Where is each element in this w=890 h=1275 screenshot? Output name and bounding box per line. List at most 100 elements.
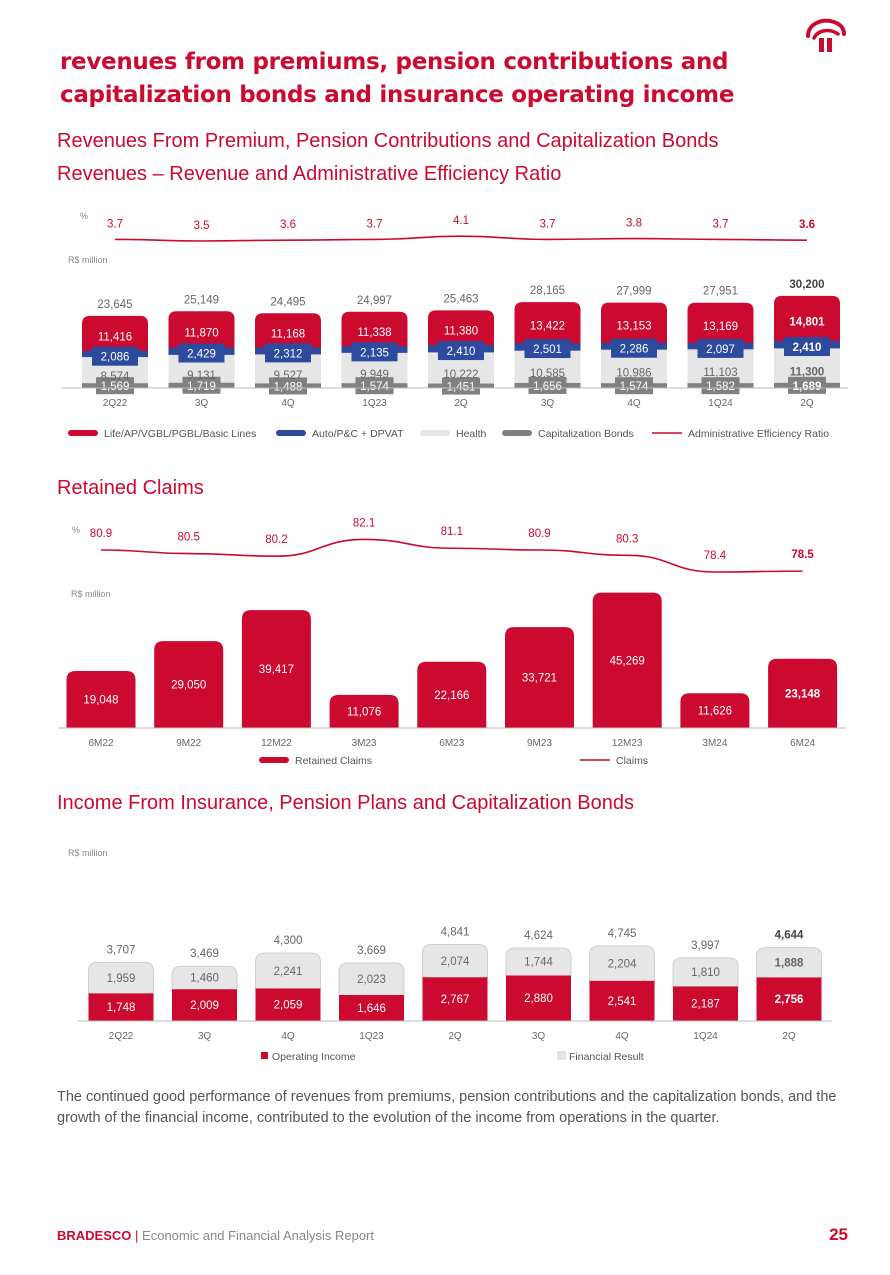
category-label: 6M23: [439, 738, 464, 749]
capitalization-label-box: [701, 377, 740, 395]
category-label: 2Q: [782, 1031, 796, 1042]
capitalization-label-box: [442, 377, 480, 395]
claims-ratio-label: 82.1: [353, 517, 375, 529]
operating-income-bar: [673, 986, 738, 1021]
legend-label: Life/AP/VGBL/PGBL/Basic Lines: [104, 428, 256, 440]
financial-result-value: 1,810: [691, 967, 720, 979]
legend-swatch: [557, 1051, 566, 1060]
total-value: 4,624: [524, 930, 553, 942]
health-value: 9,131: [187, 370, 216, 382]
operating-income-value: 2,880: [524, 993, 553, 1005]
category-label: 1Q23: [362, 398, 387, 409]
retained-claims-bar: [329, 694, 399, 728]
auto-label-box: [92, 346, 138, 366]
efficiency-ratio-label: 3.7: [540, 218, 556, 230]
capitalization-value: 1,689: [793, 381, 822, 393]
capitalization-label-box: [182, 376, 221, 394]
capitalization-label-box: [269, 377, 307, 395]
legend-label: Financial Result: [569, 1051, 644, 1063]
pct-axis-label: %: [80, 211, 88, 221]
category-label: 1Q24: [708, 398, 733, 409]
capitalization-value: 1,656: [533, 381, 562, 393]
retained-claims-value: 45,269: [610, 655, 645, 667]
efficiency-ratio-label: 3.6: [280, 219, 296, 231]
claims-ratio-label: 81.1: [441, 526, 463, 538]
financial-result-bar: [589, 945, 655, 983]
legend-label: Administrative Efficiency Ratio: [688, 428, 829, 440]
operating-income-value: 2,767: [441, 994, 470, 1006]
auto-label-box: [178, 343, 225, 363]
operating-income-bar: [506, 975, 571, 1021]
life-value: 11,416: [98, 331, 132, 343]
health-value: 11,300: [790, 367, 825, 379]
total-value: 3,997: [691, 940, 720, 952]
operating-income-value: 1,748: [107, 1002, 136, 1014]
revenues-section-title-line-1: Revenues From Premium, Pension Contribut…: [57, 130, 719, 152]
legend-swatch: [502, 430, 532, 436]
financial-result-value: 1,744: [524, 957, 553, 969]
total-value: 24,495: [270, 296, 305, 308]
bradesco-logo-icon: [806, 18, 846, 52]
efficiency-ratio-label: 3.5: [194, 220, 210, 232]
efficiency-ratio-label: 4.1: [453, 215, 469, 227]
bar-segment-life: [168, 311, 235, 349]
claims-ratio-label: 80.9: [90, 528, 112, 540]
financial-result-value: 1,888: [775, 958, 804, 970]
financial-result-value: 2,204: [608, 958, 637, 970]
auto-value: 2,429: [187, 348, 216, 360]
footer-separator: |: [135, 1228, 139, 1243]
category-label: 12M23: [612, 738, 643, 749]
legend-label: Health: [456, 428, 487, 440]
operating-income-value: 2,187: [691, 999, 720, 1011]
retained-claims-bar: [768, 658, 838, 728]
retained-claims-bar: [592, 592, 662, 728]
financial-result-bar: [255, 952, 321, 990]
life-value: 14,801: [789, 316, 825, 328]
legend-swatch: [420, 430, 450, 436]
financial-result-bar: [672, 957, 739, 988]
retained-claims-value: 11,076: [347, 706, 381, 718]
operating-income-value: 2,756: [775, 994, 804, 1006]
total-value: 3,469: [190, 948, 219, 960]
category-label: 3M23: [352, 738, 377, 749]
financial-result-value: 2,074: [441, 956, 470, 968]
total-value: 25,463: [443, 293, 478, 305]
footer: BRADESCO | Economic and Financial Analys…: [57, 1228, 374, 1243]
efficiency-ratio-label: 3.8: [626, 218, 642, 230]
legend-swatch: [261, 1052, 268, 1059]
financial-result-value: 1,460: [190, 973, 219, 985]
auto-label-box: [784, 337, 830, 357]
legend-label: Auto/P&C + DPVAT: [312, 428, 404, 440]
category-label: 4Q: [615, 1031, 629, 1042]
auto-value: 2,097: [706, 344, 735, 356]
total-value: 4,745: [608, 928, 637, 940]
life-value: 11,380: [444, 326, 478, 338]
total-value: 27,999: [616, 286, 651, 298]
bar-segment-life: [687, 302, 754, 344]
page-number: 25: [829, 1225, 848, 1244]
auto-value: 2,312: [274, 348, 303, 360]
category-label: 12M22: [261, 738, 292, 749]
efficiency-ratio-label: 3.6: [799, 219, 815, 231]
health-value: 11,103: [703, 367, 737, 379]
category-label: 4Q: [281, 398, 295, 409]
operating-income-bar: [589, 980, 655, 1021]
legend-label: Capitalization Bonds: [538, 428, 634, 440]
footer-brand: BRADESCO: [57, 1228, 132, 1243]
category-label: 1Q24: [693, 1031, 718, 1042]
legend-swatch: [68, 430, 98, 436]
bar-segment-life: [601, 302, 667, 344]
financial-result-value: 2,241: [274, 966, 303, 978]
financial-result-bar: [422, 944, 488, 979]
retained-claims-value: 19,048: [83, 695, 118, 707]
retained-claims-bar: [241, 610, 311, 728]
legend-swatch: [259, 757, 289, 763]
capitalization-value: 1,582: [706, 381, 735, 393]
bar-segment-life: [428, 310, 494, 347]
auto-label-box: [265, 343, 311, 363]
financial-result-bar: [756, 947, 822, 979]
claims-ratio-label: 80.9: [528, 528, 550, 540]
retained-claims-value: 29,050: [171, 680, 206, 692]
category-label: 2Q: [448, 1031, 462, 1042]
retained-claims-bar: [417, 661, 487, 728]
